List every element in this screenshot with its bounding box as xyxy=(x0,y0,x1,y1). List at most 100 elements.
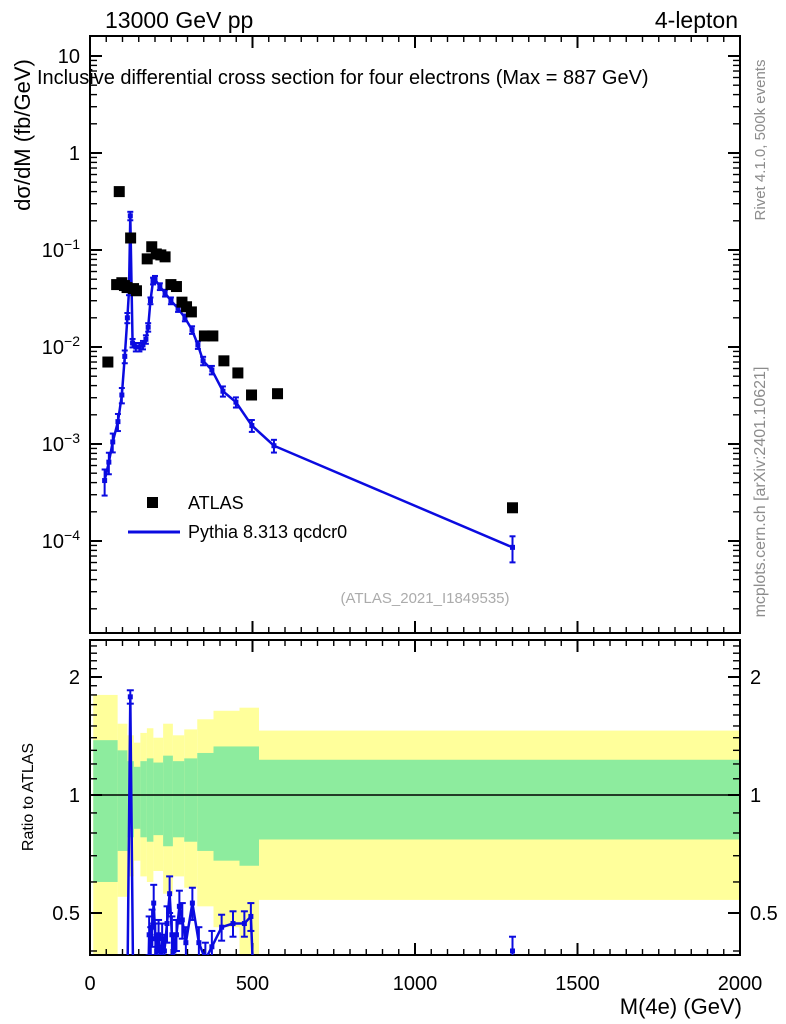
mc-point-marker xyxy=(209,367,215,373)
mcplots-arxiv-note: mcplots.cern.ch [arXiv:2401.10621] xyxy=(752,367,769,618)
ratio-point-marker xyxy=(241,921,247,927)
ratio-tick-label-left: 2 xyxy=(69,667,80,689)
data-point-marker xyxy=(218,355,230,367)
ratio-point-marker xyxy=(196,940,202,946)
green-uncertainty-bin xyxy=(140,761,147,838)
mc-point-marker xyxy=(195,342,201,348)
data-point-marker xyxy=(246,389,258,401)
ratio-point-marker xyxy=(156,932,162,938)
ratio-point-marker xyxy=(167,891,173,897)
data-point-marker xyxy=(507,502,518,514)
mc-point-marker xyxy=(157,284,163,290)
ratio-point-marker xyxy=(209,944,215,950)
main-panel-frame xyxy=(89,35,741,634)
x-axis-label: M(4e) (GeV) xyxy=(620,994,742,1019)
green-uncertainty-bin xyxy=(172,761,185,838)
green-uncertainty-bin xyxy=(153,762,164,836)
mc-point-marker xyxy=(162,290,168,296)
ratio-point-marker xyxy=(219,924,225,930)
mc-point-marker xyxy=(136,344,142,350)
data-point-marker xyxy=(207,330,219,342)
data-point-marker xyxy=(159,251,171,263)
mc-point-marker xyxy=(145,324,151,330)
mc-point-marker xyxy=(127,213,133,219)
mc-point-marker xyxy=(200,358,206,364)
green-uncertainty-bin xyxy=(133,766,141,829)
mc-point-marker xyxy=(143,336,149,342)
ratio-point-marker xyxy=(146,932,152,938)
ratio-panel-data xyxy=(126,689,516,962)
mc-point-marker xyxy=(119,392,125,398)
header-beam-energy: 13000 GeV pp xyxy=(105,7,253,33)
ratio-tick-label-left: 0.5 xyxy=(52,903,80,925)
ratio-point-marker xyxy=(161,948,167,954)
legend-swatches xyxy=(128,497,180,534)
mc-point-marker xyxy=(106,459,112,465)
analysis-id-watermark: (ATLAS_2021_I1849535) xyxy=(340,590,509,607)
mc-point-marker xyxy=(102,478,108,484)
axis-ticks xyxy=(89,36,741,955)
data-point-marker xyxy=(141,253,153,265)
mc-point-marker xyxy=(189,327,195,333)
y-tick-label: 10−1 xyxy=(42,236,80,262)
ratio-point-marker xyxy=(127,694,133,700)
y-tick-label: 1 xyxy=(69,143,80,165)
ratio-point-marker xyxy=(183,940,189,946)
y-tick-label: 10 xyxy=(58,46,80,68)
mc-point-marker xyxy=(110,439,116,445)
rivet-version-note: Rivet 4.1.0, 500k events xyxy=(752,60,769,221)
green-uncertainty-bin xyxy=(163,755,173,847)
data-point-marker xyxy=(130,285,142,297)
ratio-point-marker xyxy=(173,932,179,938)
mc-point-marker xyxy=(140,342,146,348)
green-uncertainty-bin xyxy=(197,752,214,851)
ratio-tick-label-left: 1 xyxy=(69,785,80,807)
mc-point-marker xyxy=(249,423,255,429)
mc-point-marker xyxy=(220,388,226,394)
x-tick-label: 0 xyxy=(84,973,95,995)
mc-point-marker xyxy=(182,315,188,321)
ratio-point-marker xyxy=(230,921,236,927)
ratio-point-marker xyxy=(164,921,170,927)
ratio-point-marker xyxy=(148,940,154,946)
ratio-point-marker xyxy=(176,903,182,909)
ratio-point-marker xyxy=(149,924,155,930)
green-uncertainty-bin xyxy=(239,746,259,866)
data-point-marker xyxy=(102,356,114,368)
y-axis-label-main: dσ/dM (fb/GeV) xyxy=(10,59,35,211)
ratio-tick-label-right: 1 xyxy=(750,785,761,807)
mc-point-marker xyxy=(130,340,136,346)
header-analysis-group: 4-lepton xyxy=(655,7,738,33)
legend-label-atlas: ATLAS xyxy=(188,493,244,513)
data-point-marker xyxy=(125,232,137,244)
ratio-point-marker xyxy=(179,917,185,923)
ratio-uncertainty-bands xyxy=(93,694,740,955)
ratio-point-marker xyxy=(189,900,195,906)
axis-tick-labels: 0 500 1000 1500 2000 10 1 10−1 10−2 10−3 10−4 2 2 1 1 0… xyxy=(42,46,778,995)
ratio-point-marker xyxy=(152,936,158,942)
data-point-marker xyxy=(146,241,158,253)
green-uncertainty-bin xyxy=(259,759,740,840)
mc-point-marker xyxy=(115,419,121,425)
y-tick-label: 10−4 xyxy=(42,527,80,553)
data-point-marker xyxy=(185,306,197,318)
ratio-tick-label-right: 2 xyxy=(750,667,761,689)
data-point-marker xyxy=(165,279,177,291)
legend-marker-atlas xyxy=(147,497,158,508)
legend-label-pythia: Pythia 8.313 qcdcr0 xyxy=(188,522,347,542)
mc-point-marker xyxy=(510,544,515,550)
ratio-tick-label-right: 0.5 xyxy=(750,903,778,925)
mc-point-marker xyxy=(122,353,128,359)
green-uncertainty-bin xyxy=(146,758,154,842)
green-uncertainty-bin xyxy=(117,750,128,851)
data-point-marker xyxy=(170,281,182,293)
x-tick-label: 500 xyxy=(236,973,269,995)
mc-point-marker xyxy=(175,305,181,311)
mc-point-marker xyxy=(133,344,139,350)
mc-point-marker xyxy=(124,315,130,321)
ratio-point-marker xyxy=(203,957,208,962)
ratio-point-marker xyxy=(248,913,254,919)
ratio-point-marker xyxy=(159,936,165,942)
y-axis-label-ratio: Ratio to ATLAS xyxy=(20,743,37,851)
